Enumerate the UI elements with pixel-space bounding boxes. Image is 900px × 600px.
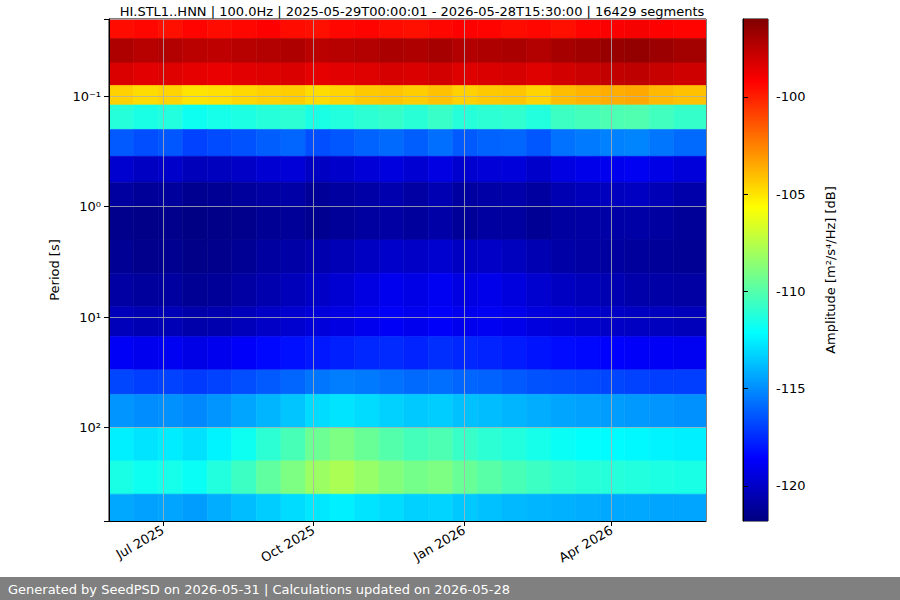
svg-text:10¹: 10¹ (79, 310, 101, 325)
svg-text:-100: -100 (776, 89, 806, 104)
svg-text:-105: -105 (776, 187, 806, 202)
svg-text:Amplitude [m²/s⁴/Hz] [dB]: Amplitude [m²/s⁴/Hz] [dB] (823, 186, 838, 354)
svg-text:-120: -120 (776, 478, 806, 493)
svg-text:Apr 2026: Apr 2026 (556, 523, 615, 566)
svg-text:Oct 2025: Oct 2025 (258, 523, 317, 566)
svg-text:Jan 2026: Jan 2026 (410, 523, 468, 565)
svg-text:HI.STL1..HNN | 100.0Hz | 2025-: HI.STL1..HNN | 100.0Hz | 2025-05-29T00:0… (120, 4, 705, 19)
svg-text:10⁻¹: 10⁻¹ (72, 89, 101, 104)
svg-text:10²: 10² (79, 420, 101, 435)
svg-text:10⁰: 10⁰ (79, 199, 101, 214)
svg-text:Period [s]: Period [s] (47, 239, 62, 301)
svg-text:-110: -110 (776, 284, 806, 299)
svg-text:Generated by SeedPSD on 2026-0: Generated by SeedPSD on 2026-05-31 | Cal… (8, 582, 510, 597)
svg-text:Jul 2025: Jul 2025 (113, 523, 167, 563)
svg-text:-115: -115 (776, 381, 806, 396)
